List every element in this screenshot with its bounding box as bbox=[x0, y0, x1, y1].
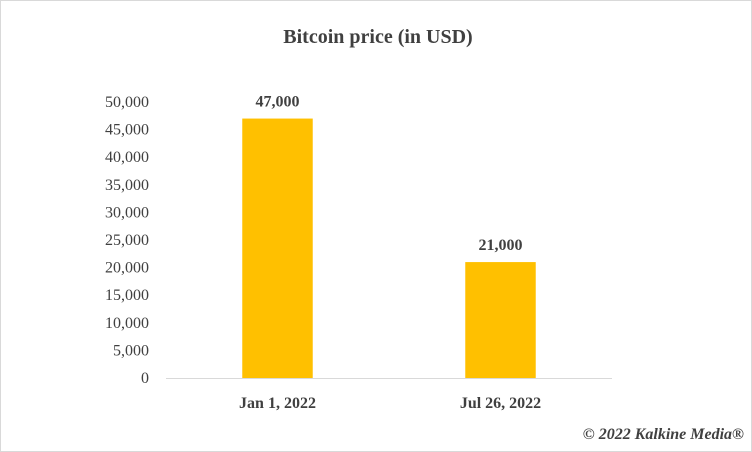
watermark: © 2022 Kalkine Media® bbox=[583, 426, 744, 443]
bar bbox=[242, 118, 313, 378]
data-label: 47,000 bbox=[256, 94, 300, 111]
x-axis: Jan 1, 2022 Jul 26, 2022 bbox=[166, 378, 612, 412]
bar bbox=[465, 262, 536, 378]
y-tick-label: 0 bbox=[141, 370, 149, 387]
chart-title: Bitcoin price (in USD) bbox=[283, 26, 472, 48]
y-tick-label: 15,000 bbox=[105, 287, 149, 304]
y-tick-label: 10,000 bbox=[105, 315, 149, 332]
y-tick-label: 45,000 bbox=[105, 122, 149, 139]
x-tick-label: Jan 1, 2022 bbox=[239, 395, 316, 412]
y-tick-label: 5,000 bbox=[113, 342, 149, 359]
x-tick-label: Jul 26, 2022 bbox=[460, 395, 541, 412]
y-tick-label: 20,000 bbox=[105, 260, 149, 277]
y-tick-label: 40,000 bbox=[105, 149, 149, 166]
data-label: 21,000 bbox=[479, 237, 523, 254]
bars: 47,000 21,000 bbox=[242, 94, 536, 378]
y-tick-label: 35,000 bbox=[105, 177, 149, 194]
y-tick-label: 50,000 bbox=[105, 94, 149, 111]
y-axis: 0 5,000 10,000 15,000 20,000 25,000 30,000 35,0… bbox=[105, 94, 149, 387]
y-tick-label: 30,000 bbox=[105, 204, 149, 221]
y-tick-label: 25,000 bbox=[105, 232, 149, 249]
